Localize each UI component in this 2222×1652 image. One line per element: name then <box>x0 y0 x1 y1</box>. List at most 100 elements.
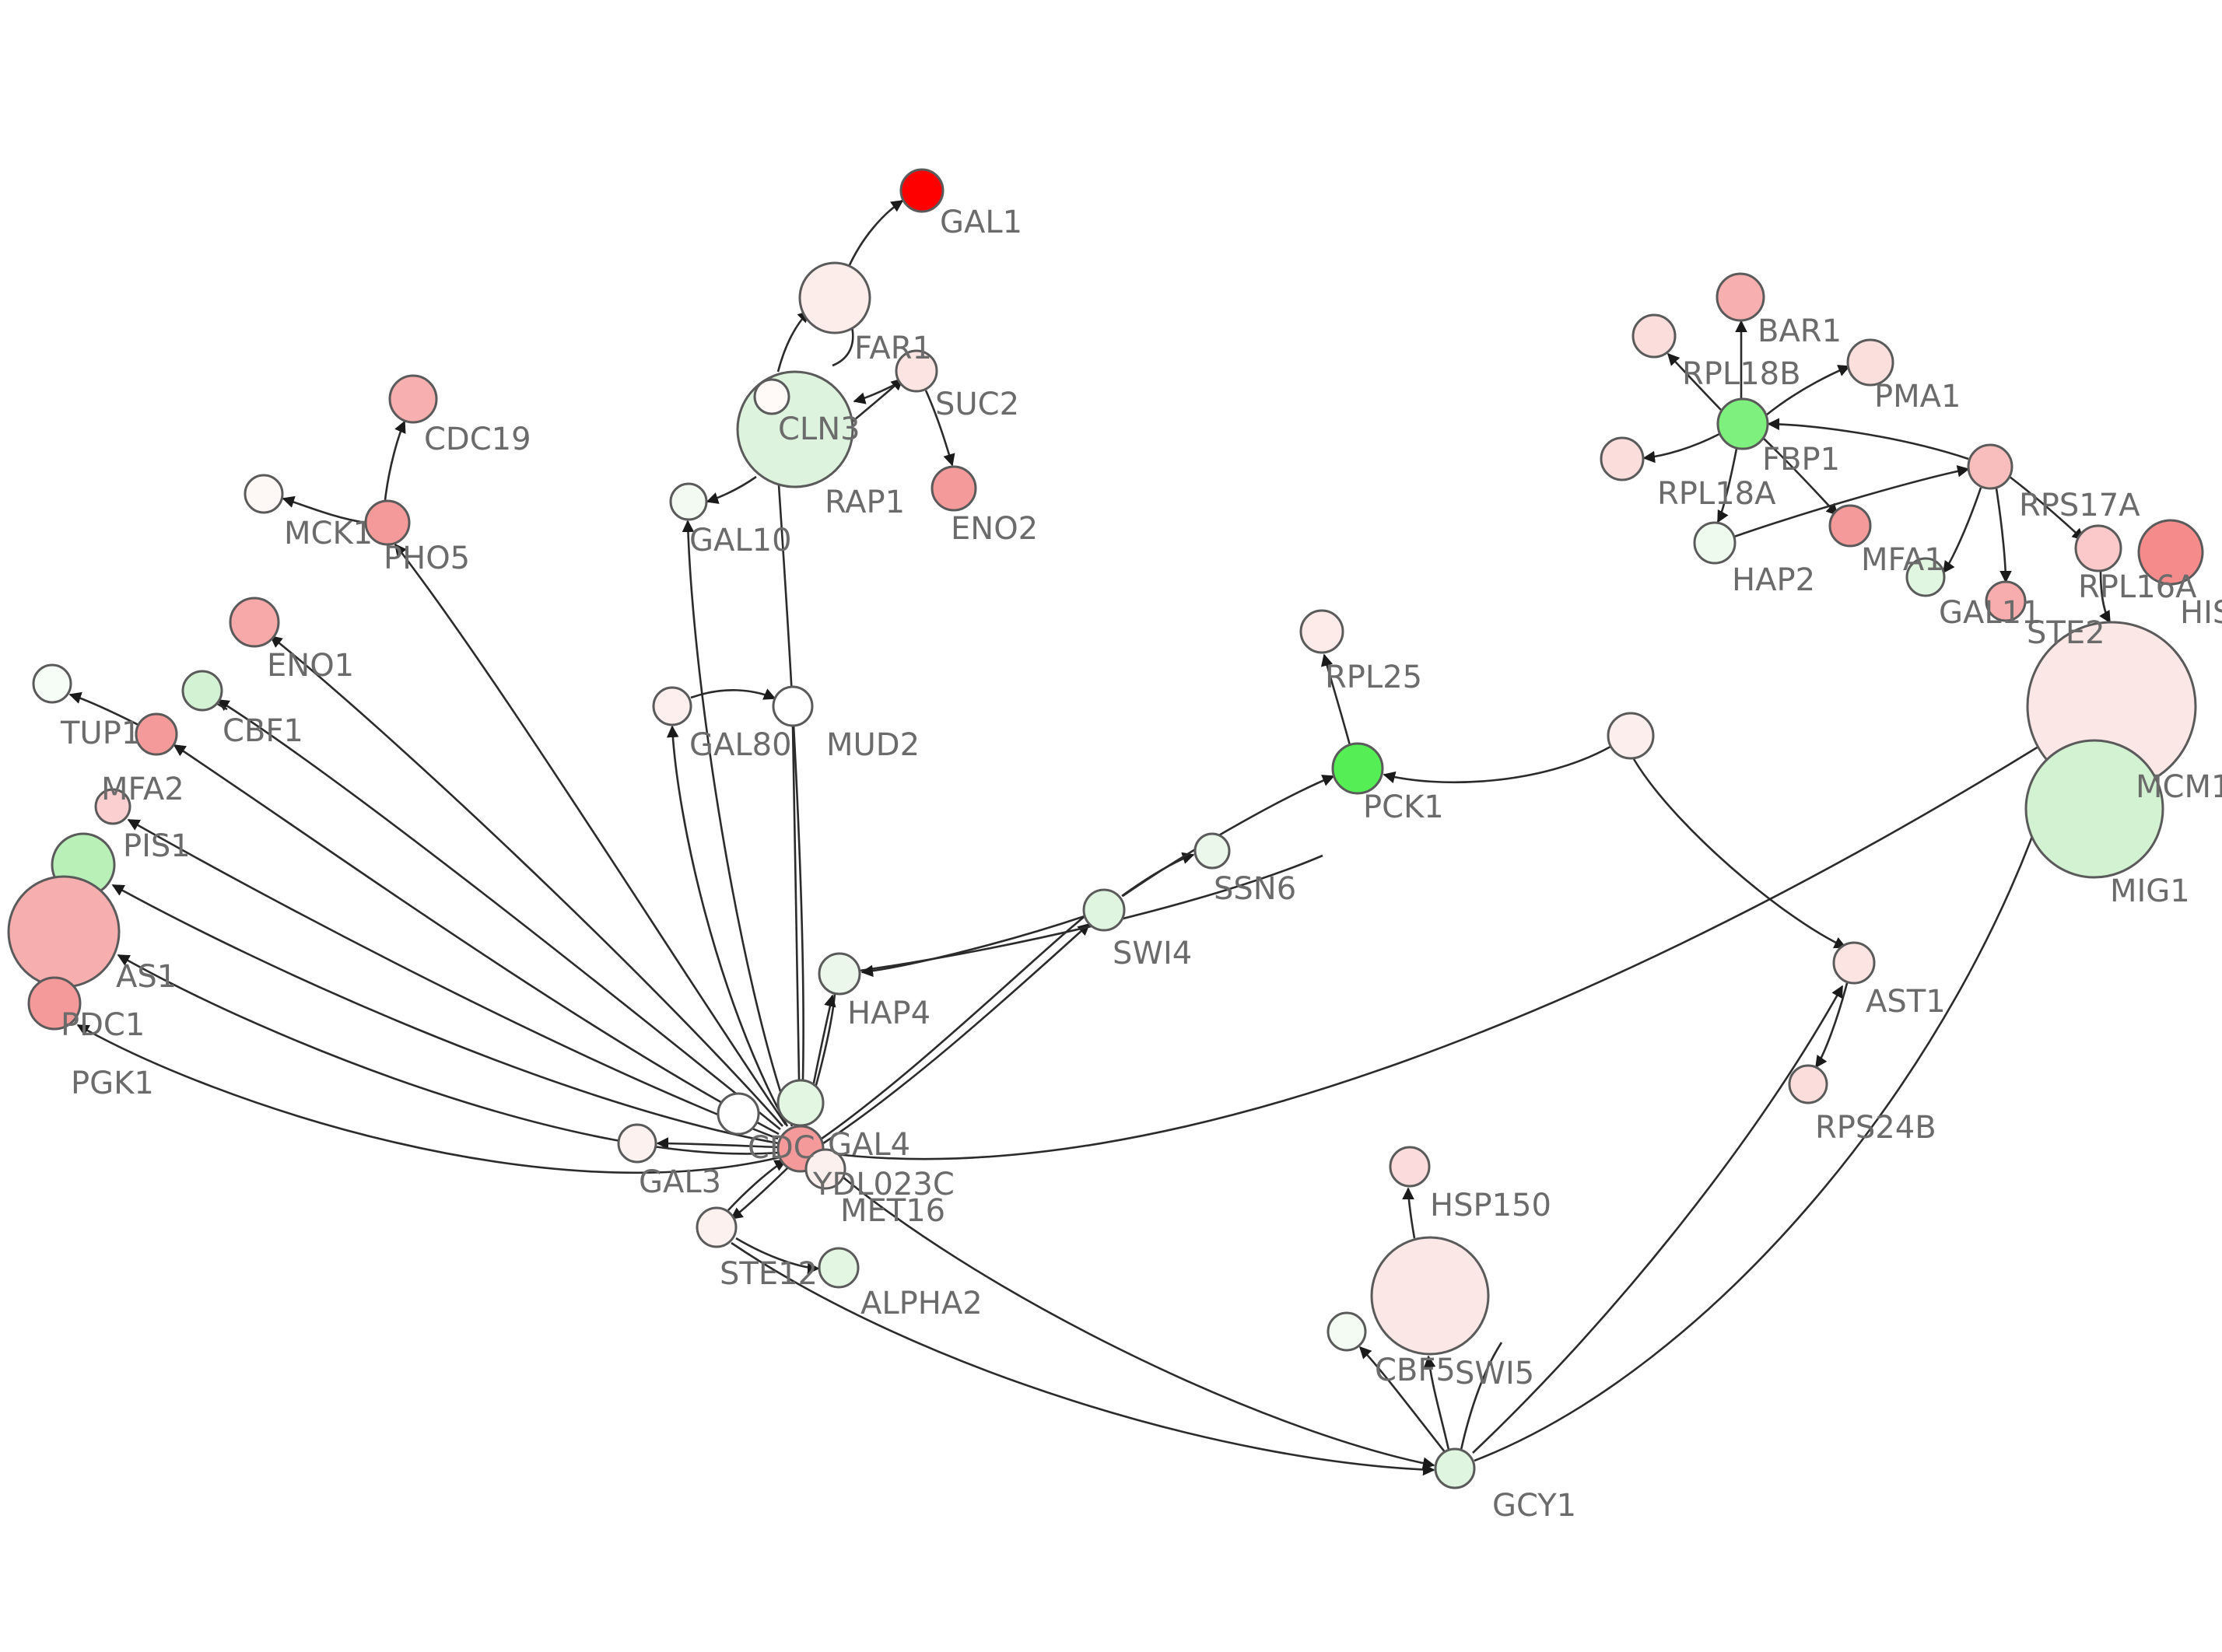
edge-GAL4_HUB-to-PIS1 <box>127 818 779 1140</box>
node-gcy1[interactable] <box>1434 1447 1476 1489</box>
node-label-ste12: STE12 <box>720 1256 818 1292</box>
node-ssn6[interactable] <box>1193 832 1231 870</box>
node-galx[interactable] <box>776 1079 825 1127</box>
node-alpha2[interactable] <box>818 1247 860 1289</box>
node-rps24b[interactable] <box>1788 1064 1828 1104</box>
node-gal80[interactable] <box>652 686 692 726</box>
node-hap2[interactable] <box>1693 521 1737 565</box>
node-ste12[interactable] <box>696 1206 738 1248</box>
node-label-rpl16a: RPL16A <box>2078 569 2197 605</box>
edge-UNL1-to-PCK1 <box>1383 745 1611 784</box>
edge-UNL1-to-AST1 <box>1632 758 1847 949</box>
edge-GAL4_HUB-to-AS1 <box>111 884 780 1145</box>
node-rpl16a[interactable] <box>2074 524 2122 572</box>
node-cdc19[interactable] <box>388 374 438 424</box>
node-pdc1[interactable] <box>7 875 121 989</box>
edge-PHO5-to-MCK1 <box>282 495 366 524</box>
node-bar1[interactable] <box>1716 272 1765 322</box>
edge-STE12-to-ALPHA2 <box>735 1237 820 1275</box>
node-mud2[interactable] <box>772 685 814 727</box>
node-gal10[interactable] <box>669 482 708 521</box>
node-rpl18b[interactable] <box>1631 313 1677 359</box>
node-his4[interactable] <box>2137 519 2204 586</box>
node-hsp150[interactable] <box>1389 1146 1431 1188</box>
node-label-eno2: ENO2 <box>951 511 1038 547</box>
node-gal3[interactable] <box>617 1123 657 1164</box>
node-gal1[interactable] <box>899 168 945 213</box>
node-pho5[interactable] <box>364 499 411 546</box>
edge-RPS17A-to-STE2 <box>1995 488 2012 583</box>
node-pis1[interactable] <box>94 788 131 825</box>
edge-GAL4_HUB-to-GAL3 <box>656 1137 779 1150</box>
node-cbf1[interactable] <box>181 670 223 712</box>
node-mfa1[interactable] <box>1828 504 1872 548</box>
node-pgk1[interactable] <box>27 976 82 1031</box>
edge-GCY1-to-MCM1 <box>1474 772 2057 1462</box>
edge-GAL4_HUB-to-PDC1 <box>117 954 779 1155</box>
node-label-cdc39: CDC <box>748 1130 815 1166</box>
node-ydl023c[interactable] <box>804 1148 846 1190</box>
edge-SWI5-to-HSP150 <box>1402 1187 1416 1239</box>
node-label-hap4: HAP4 <box>847 996 931 1031</box>
node-tup1[interactable] <box>32 663 72 704</box>
node-label-cln3: CLN3 <box>778 411 860 447</box>
node-gal11[interactable] <box>1905 557 1946 597</box>
node-ste2[interactable] <box>1985 580 2027 622</box>
node-cdc39[interactable] <box>717 1092 760 1136</box>
edge-CLN3-to-GAL10 <box>706 475 757 504</box>
node-label-fbp1: FBP1 <box>1762 442 1840 478</box>
node-mfa2[interactable] <box>135 712 178 756</box>
node-cbf5[interactable] <box>1327 1311 1367 1352</box>
edge-STE12-to-GAL4_HUB <box>727 1159 787 1211</box>
node-label-hap2: HAP2 <box>1732 562 1815 598</box>
node-label-hsp150: HSP150 <box>1430 1188 1551 1223</box>
node-label-pho5: PHO5 <box>384 541 470 576</box>
node-label-rpl18a: RPL18A <box>1657 476 1776 512</box>
node-mig1[interactable] <box>2024 739 2164 879</box>
node-pck1[interactable] <box>1331 742 1384 795</box>
node-label-mck1: MCK1 <box>284 516 373 551</box>
node-label-swi5: SWI5 <box>1455 1356 1534 1391</box>
node-rps17a[interactable] <box>1967 443 2013 490</box>
edge-GAL4_HUB-to-RAP1 <box>769 414 804 1127</box>
edge-FBP1-to-MFA1 <box>1762 437 1839 516</box>
edge-RPS17A-to-FBP1 <box>1767 418 1969 460</box>
node-label-mud2: MUD2 <box>826 727 920 763</box>
node-label-tup1: TUP1 <box>60 716 141 751</box>
node-far1[interactable] <box>798 261 871 334</box>
edge-GAL4_HUB-to-GCY1 <box>822 1160 1435 1469</box>
node-label-gal11: GAL11 <box>1939 595 2042 631</box>
node-label-his4: HIS4 <box>2180 595 2222 631</box>
node-swi4[interactable] <box>1082 888 1126 932</box>
node-mck1[interactable] <box>244 474 284 514</box>
node-suc2[interactable] <box>895 349 938 393</box>
node-label-rpl18b: RPL18B <box>1682 356 1801 392</box>
node-label-bar1: BAR1 <box>1758 313 1842 349</box>
node-rpl18a[interactable] <box>1600 436 1645 481</box>
node-hap4[interactable] <box>818 952 861 996</box>
node-rap1[interactable] <box>753 378 790 415</box>
node-label-ydl023c: YDL023C <box>812 1167 955 1202</box>
node-label-pck1: PCK1 <box>1363 789 1444 825</box>
node-eno1[interactable] <box>229 597 280 648</box>
node-swi5[interactable] <box>1370 1236 1490 1356</box>
node-label-gal3: GAL3 <box>639 1164 721 1200</box>
node-unl1[interactable] <box>1607 712 1655 760</box>
node-label-rps24b: RPS24B <box>1815 1110 1936 1146</box>
node-ast1[interactable] <box>1832 941 1876 985</box>
edge-FBP1-to-RPL18B <box>1666 352 1722 411</box>
node-label-ssn6: SSN6 <box>1214 871 1296 907</box>
node-label-pma1: PMA1 <box>1874 379 1961 415</box>
node-eno2[interactable] <box>931 465 977 512</box>
edge-FAR1-to-CLN3 <box>832 326 854 367</box>
node-pma1[interactable] <box>1846 338 1894 387</box>
edge-SUC2-to-ENO2 <box>924 390 955 467</box>
node-label-met16: MET16 <box>840 1193 945 1229</box>
edge-AST1-to-RPS24B <box>1814 982 1849 1069</box>
edge-GCY1-to-SWI5_alt <box>1460 1342 1503 1451</box>
node-fbp1[interactable] <box>1716 397 1769 450</box>
node-rpl25[interactable] <box>1299 609 1344 654</box>
edge-PHO5-to-CDC19 <box>384 420 406 501</box>
edge-TUP1_e-to-MFA2 <box>68 691 139 726</box>
